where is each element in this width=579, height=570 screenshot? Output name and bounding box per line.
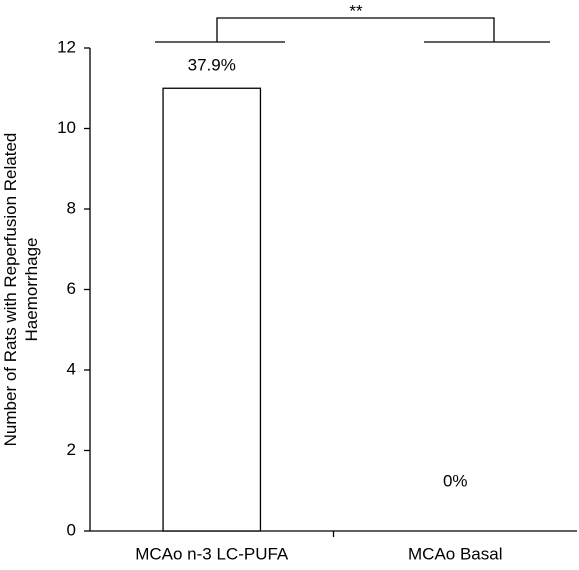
x-tick-label: MCAo Basal (408, 544, 502, 563)
y-tick-label: 10 (57, 118, 76, 137)
y-axis-label-line: Haemorrhage (22, 238, 41, 342)
bar (162, 87, 262, 532)
y-tick-label: 6 (67, 279, 76, 298)
y-tick-label: 0 (67, 520, 76, 539)
y-axis-label-line: Number of Rats with Reperfusion Related (1, 133, 20, 447)
y-axis-label: Number of Rats with Reperfusion Related H… (1, 133, 41, 447)
significance-bracket (216, 17, 495, 42)
y-tick-label: 12 (57, 37, 76, 56)
annotation: 37.9% (188, 56, 236, 75)
y-tick-label: 2 (67, 440, 76, 459)
y-tick-label: 4 (67, 359, 76, 378)
x-tick-label: MCAo n-3 LC-PUFA (135, 544, 289, 563)
y-tick-label: 8 (67, 198, 76, 217)
annotation: 0% (443, 471, 468, 490)
significance-label: ** (349, 1, 363, 20)
